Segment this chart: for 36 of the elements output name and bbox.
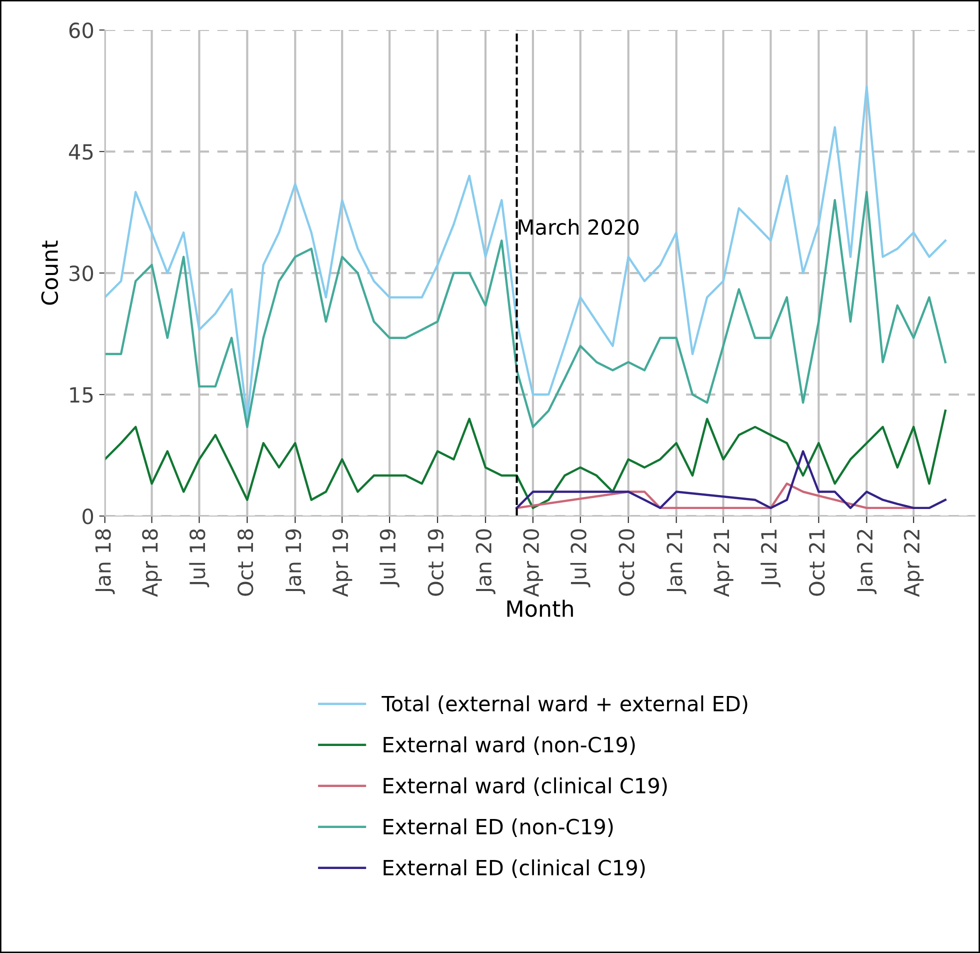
x-tick-label: Jan 22 <box>856 530 877 594</box>
y-axis-title: Count <box>41 240 58 305</box>
ref-line-label: March 2020 <box>518 218 639 235</box>
legend-label: External ward (non-C19) <box>384 736 635 755</box>
x-tick-label: Jul 18 <box>189 529 210 588</box>
y-tick-label: 30 <box>70 265 94 282</box>
x-tick-label: Apr 20 <box>523 529 544 597</box>
x-tick-label: Apr 19 <box>332 529 352 597</box>
x-tick-label: Oct 21 <box>808 530 825 596</box>
x-tick-label: Jul 20 <box>570 529 590 588</box>
x-tick-label: Jan 20 <box>476 529 496 594</box>
line-series <box>516 450 946 510</box>
x-tick-label: Apr 21 <box>714 530 734 597</box>
x-tick-label: Apr 22 <box>904 530 924 597</box>
line-series <box>104 410 946 510</box>
x-tick-label: Jan 18 <box>95 529 115 594</box>
x-tick-label: Jul 21 <box>760 530 781 588</box>
y-tick-label: 45 <box>68 144 93 160</box>
y-tick-label: 60 <box>69 22 94 38</box>
legend-label: External ED (clinical C19) <box>384 859 645 878</box>
line-series <box>104 86 946 420</box>
x-tick-label: Oct 18 <box>237 529 254 596</box>
x-tick-label: Oct 20 <box>618 529 634 596</box>
y-tick-label: 15 <box>70 387 93 403</box>
x-tick-label: Jan 21 <box>666 530 686 594</box>
legend-label: External ward (clinical C19) <box>384 777 667 796</box>
legend-label: External ED (non-C19) <box>384 818 613 837</box>
line-series <box>516 482 915 510</box>
x-axis-title: Month <box>507 600 573 618</box>
x-tick-label: Apr 18 <box>142 529 162 597</box>
x-tick-label: Oct 19 <box>428 529 444 596</box>
y-tick-label: 0 <box>82 508 94 524</box>
x-tick-label: Jul 19 <box>379 529 400 588</box>
legend-label: Total (external ward + external ED) <box>382 695 748 714</box>
line-series <box>104 190 946 428</box>
x-tick-label: Jan 19 <box>285 529 306 594</box>
